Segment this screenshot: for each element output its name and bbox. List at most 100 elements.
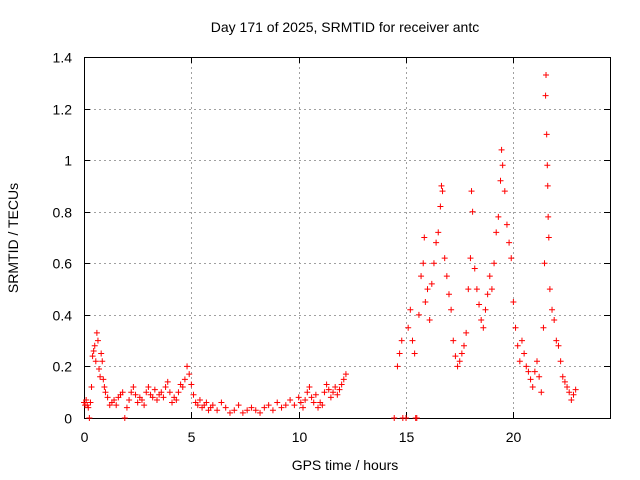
data-point — [218, 399, 225, 406]
data-point — [525, 368, 532, 375]
data-point — [85, 404, 92, 411]
data-point — [100, 376, 107, 383]
data-point — [188, 381, 195, 388]
data-point — [226, 409, 233, 416]
data-point — [312, 391, 319, 398]
data-point — [443, 273, 450, 280]
data-point — [396, 350, 403, 357]
data-point — [536, 373, 543, 380]
plot-frame — [84, 57, 611, 419]
data-point — [486, 273, 493, 280]
data-point — [134, 399, 141, 406]
data-point — [111, 396, 118, 403]
data-point — [340, 376, 347, 383]
data-point — [430, 260, 437, 267]
data-point — [463, 329, 470, 336]
data-point — [540, 324, 547, 331]
data-point — [499, 162, 506, 169]
data-point — [438, 182, 445, 189]
data-point — [153, 396, 160, 403]
data-point — [184, 363, 191, 370]
data-point — [330, 389, 337, 396]
data-point — [514, 342, 521, 349]
data-point — [121, 415, 128, 421]
y-tick-label: 0.4 — [53, 308, 73, 324]
data-point — [248, 404, 255, 411]
data-point — [413, 415, 420, 421]
x-tick-label: 10 — [292, 429, 308, 445]
data-point — [448, 306, 455, 313]
data-point — [119, 389, 126, 396]
data-point — [145, 384, 152, 391]
data-point — [315, 404, 322, 411]
data-point — [418, 273, 425, 280]
data-point — [491, 260, 498, 267]
data-point — [274, 399, 281, 406]
data-point — [478, 317, 485, 324]
chart-title: Day 171 of 2025, SRMTID for receiver ant… — [211, 19, 479, 35]
data-point — [473, 286, 480, 293]
data-point — [405, 324, 412, 331]
x-tick-label: 0 — [81, 429, 89, 445]
data-point — [102, 389, 109, 396]
data-point — [523, 363, 530, 370]
y-tick-label: 0.2 — [53, 359, 73, 375]
data-point — [497, 177, 504, 184]
data-point — [158, 389, 165, 396]
data-point — [403, 415, 410, 421]
data-point — [415, 311, 422, 318]
data-point — [482, 306, 489, 313]
data-point — [113, 402, 120, 409]
data-point — [516, 358, 523, 365]
data-point — [394, 363, 401, 370]
data-point — [445, 291, 452, 298]
data-point — [83, 396, 90, 403]
data-point — [531, 368, 538, 375]
data-point — [538, 389, 545, 396]
y-tick-label: 0.8 — [53, 205, 73, 221]
data-point — [104, 394, 111, 401]
data-point — [342, 371, 349, 378]
data-point — [424, 286, 431, 293]
data-point — [94, 337, 101, 344]
data-point — [323, 381, 330, 388]
data-point — [89, 353, 96, 360]
data-point — [521, 350, 528, 357]
data-point — [93, 329, 100, 336]
data-point — [467, 255, 474, 262]
data-point — [162, 384, 169, 391]
data-point — [407, 306, 414, 313]
data-point — [555, 342, 562, 349]
data-point — [123, 404, 130, 411]
data-point — [252, 407, 259, 414]
data-point — [231, 407, 238, 414]
y-axis-label: SRMTID / TECUs — [5, 183, 21, 293]
data-point — [244, 407, 251, 414]
data-point — [128, 389, 135, 396]
data-point — [278, 404, 285, 411]
data-point — [126, 396, 133, 403]
data-point — [469, 208, 476, 215]
data-point — [175, 389, 182, 396]
data-point — [439, 188, 446, 195]
data-point — [302, 396, 309, 403]
data-point — [96, 366, 103, 373]
data-point — [549, 306, 556, 313]
data-point — [541, 260, 548, 267]
data-point — [291, 402, 298, 409]
data-point — [411, 350, 418, 357]
data-point — [336, 386, 343, 393]
data-point — [506, 239, 513, 246]
data-point — [564, 384, 571, 391]
data-point — [287, 396, 294, 403]
data-point — [321, 389, 328, 396]
data-point — [138, 396, 145, 403]
data-point — [468, 188, 475, 195]
data-point — [493, 229, 500, 236]
data-point — [92, 358, 99, 365]
data-point — [338, 381, 345, 388]
data-point — [501, 188, 508, 195]
data-point — [545, 213, 552, 220]
data-point — [570, 391, 577, 398]
data-point — [553, 337, 560, 344]
